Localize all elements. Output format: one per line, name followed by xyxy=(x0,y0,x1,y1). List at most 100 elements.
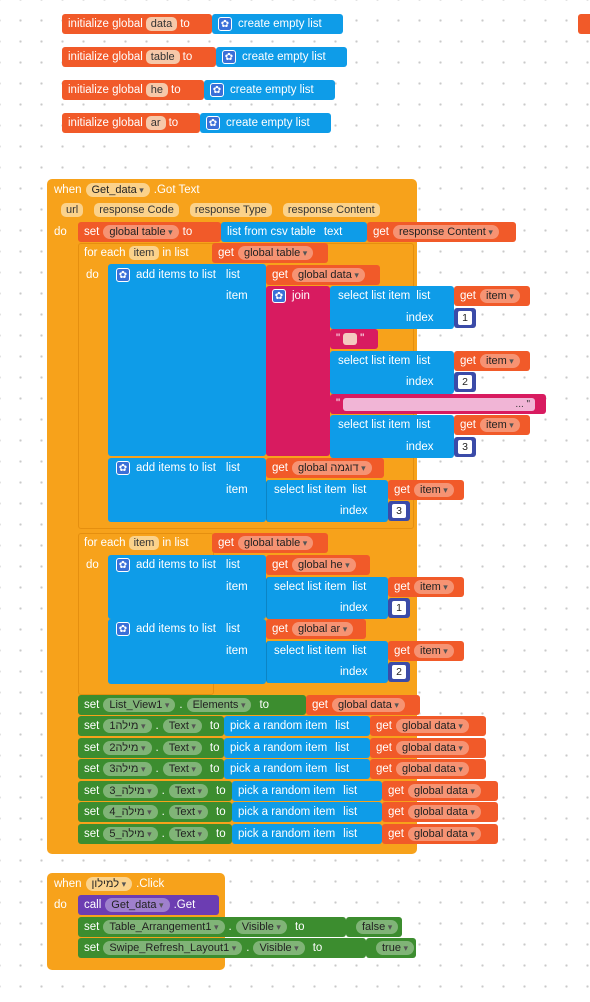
get-global-data-block[interactable]: get global data xyxy=(370,738,486,758)
component-dropdown[interactable]: Get_data xyxy=(85,183,150,197)
gear-icon[interactable]: ✿ xyxy=(272,289,286,303)
property-dropdown[interactable]: Visible xyxy=(235,920,287,934)
add-items-block-4[interactable] xyxy=(108,619,266,684)
variable-dropdown[interactable]: item xyxy=(414,644,454,658)
init-global-data-block[interactable]: initialize global data to xyxy=(62,14,212,34)
property-dropdown[interactable]: Text xyxy=(162,762,202,776)
select-list-item-block[interactable] xyxy=(266,577,388,619)
gear-icon[interactable]: ✿ xyxy=(116,558,130,572)
param-url[interactable]: url xyxy=(61,202,84,217)
variable-dropdown[interactable]: global data xyxy=(408,784,481,798)
global-name-field[interactable]: data xyxy=(145,17,178,31)
property-dropdown[interactable]: Text xyxy=(162,719,202,733)
property-dropdown[interactable]: Visible xyxy=(253,941,305,955)
number-field[interactable]: 2 xyxy=(392,665,406,679)
get-item-block[interactable]: get item xyxy=(454,286,530,306)
select-list-item-block[interactable] xyxy=(266,641,388,683)
get-global-data-block[interactable]: get global data xyxy=(306,695,420,715)
set-visible-block[interactable]: set Table_Arrangement1 . Visible to xyxy=(78,917,346,937)
get-global-data-block[interactable]: get global data xyxy=(370,716,486,736)
variable-dropdown[interactable]: global ar xyxy=(292,622,354,636)
param-response-type[interactable]: response Type xyxy=(189,202,272,217)
variable-dropdown[interactable]: global table xyxy=(238,246,314,260)
variable-dropdown[interactable]: global data xyxy=(292,268,365,282)
component-dropdown[interactable]: מילה_4 xyxy=(103,805,158,819)
get-global-table-block[interactable]: get global table xyxy=(212,243,328,263)
set-global-table-block[interactable]: set global table to xyxy=(78,222,221,242)
gear-icon[interactable]: ✿ xyxy=(210,83,224,97)
variable-dropdown[interactable]: global table xyxy=(238,536,314,550)
global-name-field[interactable]: he xyxy=(145,83,169,97)
component-dropdown[interactable]: מילה2 xyxy=(103,741,152,755)
get-item-block[interactable]: get item xyxy=(388,577,464,597)
variable-dropdown[interactable]: global data xyxy=(408,805,481,819)
select-list-item-block[interactable] xyxy=(266,480,388,522)
boolean-dropdown[interactable]: true xyxy=(376,941,414,955)
select-list-item-block[interactable] xyxy=(330,351,454,394)
global-name-field[interactable]: ar xyxy=(145,116,166,130)
pick-random-item-block[interactable]: pick a random item list xyxy=(224,738,370,758)
gear-icon[interactable]: ✿ xyxy=(116,268,130,282)
number-field[interactable]: 3 xyxy=(458,440,472,454)
component-dropdown[interactable]: Table_Arrangement1 xyxy=(103,920,225,934)
component-dropdown[interactable]: מילה_5 xyxy=(103,827,158,841)
gear-icon[interactable]: ✿ xyxy=(116,461,130,475)
get-global-data-block[interactable]: get global data xyxy=(382,781,498,801)
text-string-block[interactable]: " ... " xyxy=(330,394,546,414)
pick-random-item-block[interactable]: pick a random item list xyxy=(232,824,382,844)
pick-random-item-block[interactable]: pick a random item list xyxy=(224,716,370,736)
number-block[interactable]: 1 xyxy=(388,598,410,618)
init-global-table-block[interactable]: initialize global table to xyxy=(62,47,216,67)
variable-dropdown[interactable]: item xyxy=(480,289,520,303)
get-global-data-block[interactable]: get global data xyxy=(370,759,486,779)
get-item-block[interactable]: get item xyxy=(388,641,464,661)
variable-dropdown[interactable]: item xyxy=(480,354,520,368)
pick-random-item-block[interactable]: pick a random item list xyxy=(232,781,382,801)
join-block[interactable] xyxy=(266,286,330,456)
variable-dropdown[interactable]: global data xyxy=(396,762,469,776)
get-global-data-block[interactable]: get global data xyxy=(266,265,380,285)
text-field[interactable]: ... " xyxy=(343,397,536,411)
variable-dropdown[interactable]: global data xyxy=(408,827,481,841)
number-field[interactable]: 1 xyxy=(392,601,406,615)
text-string-block[interactable]: " " xyxy=(330,329,378,349)
param-response-code[interactable]: response Code xyxy=(94,202,179,217)
get-global-data-block[interactable]: get global data xyxy=(382,824,498,844)
param-response-content[interactable]: response Content xyxy=(282,202,380,217)
loop-var-field[interactable]: item xyxy=(128,536,160,550)
number-field[interactable]: 1 xyxy=(458,311,472,325)
gear-icon[interactable]: ✿ xyxy=(218,17,232,31)
number-block[interactable]: 3 xyxy=(388,501,410,521)
add-items-block-1[interactable] xyxy=(108,264,266,456)
select-list-item-block[interactable] xyxy=(330,286,454,329)
number-field[interactable]: 3 xyxy=(392,504,406,518)
component-dropdown[interactable]: מילה_3 xyxy=(103,784,158,798)
get-item-block[interactable]: get item xyxy=(388,480,464,500)
gear-icon[interactable]: ✿ xyxy=(206,116,220,130)
number-field[interactable]: 2 xyxy=(458,375,472,389)
variable-dropdown[interactable]: global he xyxy=(292,558,356,572)
create-empty-list-block[interactable]: ✿ create empty list xyxy=(212,14,343,34)
number-block[interactable]: 2 xyxy=(388,662,410,682)
variable-dropdown[interactable]: global data xyxy=(332,698,405,712)
get-item-block[interactable]: get item xyxy=(454,415,530,435)
boolean-dropdown[interactable]: false xyxy=(356,920,399,934)
get-global-ar-block[interactable]: get global ar xyxy=(266,619,366,639)
get-response-content-block[interactable]: get response Content xyxy=(367,222,516,242)
gear-icon[interactable]: ✿ xyxy=(222,50,236,64)
variable-dropdown[interactable]: global data xyxy=(396,719,469,733)
number-block[interactable]: 2 xyxy=(454,372,476,392)
property-dropdown[interactable]: Text xyxy=(168,784,209,798)
variable-dropdown[interactable]: global table xyxy=(103,225,179,239)
variable-dropdown[interactable]: item xyxy=(414,580,454,594)
property-dropdown[interactable]: Elements xyxy=(186,698,252,712)
variable-dropdown[interactable]: global דוגמה xyxy=(292,461,372,475)
number-block[interactable]: 3 xyxy=(454,437,476,457)
call-get-data-block[interactable]: call Get_data .Get xyxy=(78,895,219,915)
pick-random-item-block[interactable]: pick a random item list xyxy=(224,759,370,779)
property-dropdown[interactable]: Text xyxy=(168,805,209,819)
